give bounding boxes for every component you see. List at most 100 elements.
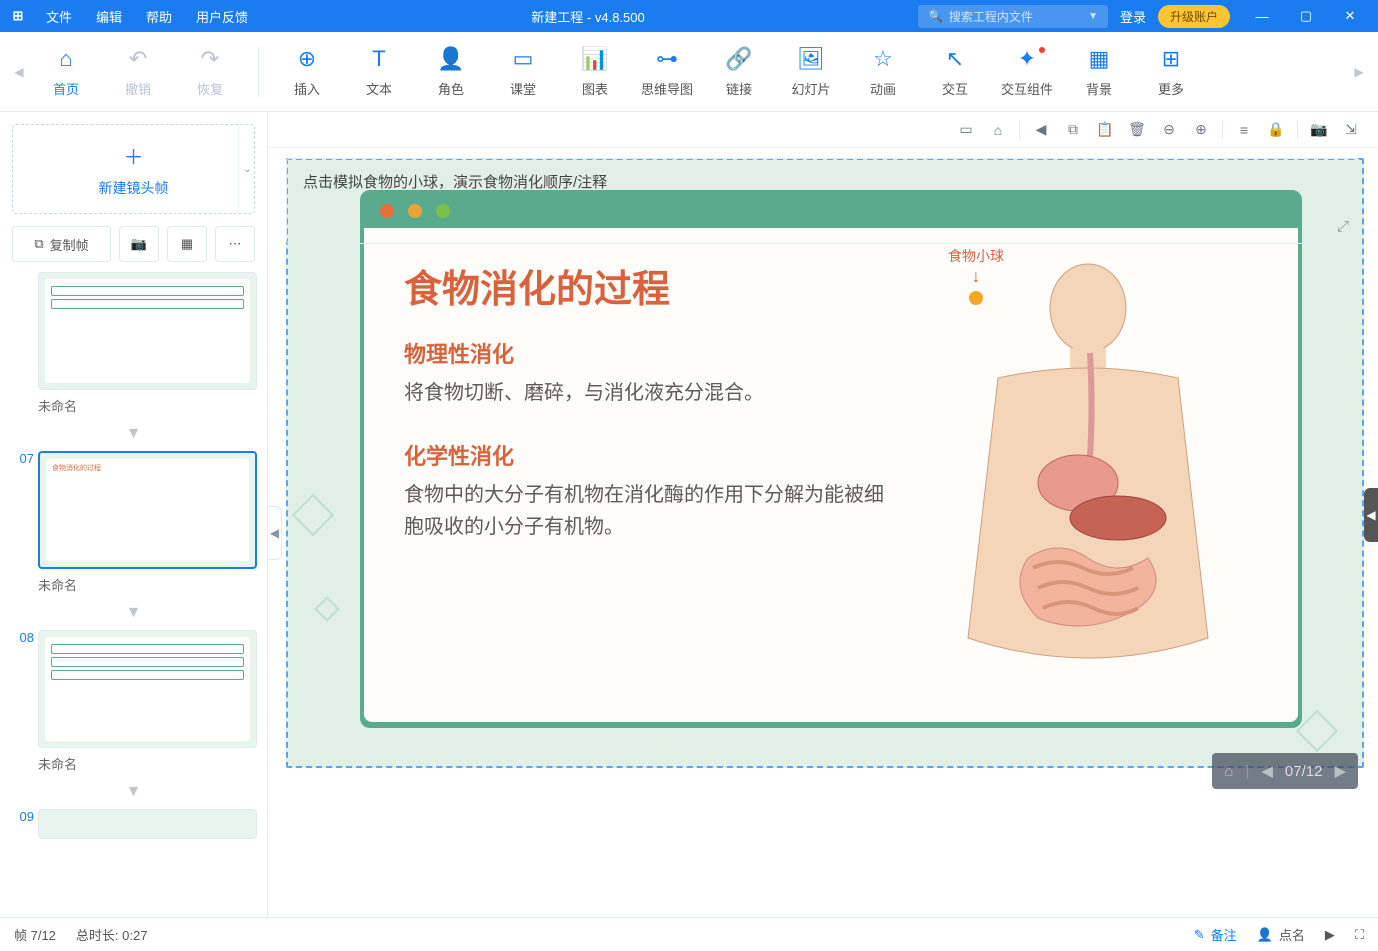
toolbar-scroll-left[interactable]: ◀ xyxy=(10,42,28,102)
frame-transition-icon[interactable]: ▼ xyxy=(10,604,257,622)
ct-delete-icon[interactable]: 🗑 xyxy=(1126,119,1148,141)
search-box[interactable]: 🔍 搜索工程内文件 ▼ xyxy=(918,5,1108,28)
menu-help[interactable]: 帮助 xyxy=(136,3,182,30)
food-ball-text: 食物小球 xyxy=(948,248,1004,264)
qr-button[interactable]: ▦ xyxy=(167,226,207,262)
notes-label: 备注 xyxy=(1211,925,1237,944)
prev-page-icon[interactable]: ◀ xyxy=(1261,762,1273,780)
tool-slide-label: 幻灯片 xyxy=(791,79,830,98)
ct-zoom-in-icon[interactable]: ⊕ xyxy=(1190,119,1212,141)
slide-heading-2: 化学性消化 xyxy=(404,439,894,471)
menu-file[interactable]: 文件 xyxy=(36,3,82,30)
ct-paste-icon[interactable]: 📋 xyxy=(1094,119,1116,141)
new-frame-dropdown[interactable]: ⌄ xyxy=(238,125,256,213)
chart-icon: 📊 xyxy=(581,45,609,73)
menu-edit[interactable]: 编辑 xyxy=(86,3,132,30)
tool-role[interactable]: 👤角色 xyxy=(419,45,483,98)
canvas-viewport[interactable]: ◀ ◀ 食物消化的过程 物 xyxy=(268,148,1378,917)
collapse-right-panel[interactable]: ◀ xyxy=(1364,488,1378,542)
menu-feedback[interactable]: 用户反馈 xyxy=(186,3,258,30)
minimize-button[interactable]: — xyxy=(1242,2,1282,30)
login-button[interactable]: 登录 xyxy=(1108,7,1158,26)
tool-component[interactable]: ✦交互组件 xyxy=(995,45,1059,98)
notification-dot-icon xyxy=(1039,47,1045,53)
thumbnail-item[interactable]: 08 未命名 xyxy=(10,630,257,773)
tool-class[interactable]: ▭课堂 xyxy=(491,45,555,98)
tool-bg-label: 背景 xyxy=(1086,79,1112,98)
expand-icon[interactable]: ⤢ xyxy=(1337,218,1349,235)
ct-camera-icon[interactable]: 📷 xyxy=(1308,119,1330,141)
maximize-button[interactable]: ▢ xyxy=(1286,2,1326,30)
tool-chart[interactable]: 📊图表 xyxy=(563,45,627,98)
tool-undo[interactable]: ↶ 撤销 xyxy=(106,45,170,98)
tool-bg[interactable]: ▦背景 xyxy=(1067,45,1131,98)
window-title: 新建工程 - v4.8.500 xyxy=(258,7,918,26)
tool-mindmap[interactable]: ⊶思维导图 xyxy=(635,45,699,98)
fullscreen-button[interactable]: ⛶ xyxy=(1355,927,1364,943)
frame-transition-icon[interactable]: ▼ xyxy=(10,783,257,801)
toolbar-scroll-right[interactable]: ▶ xyxy=(1350,42,1368,102)
ct-separator xyxy=(1019,121,1020,139)
ct-lock-icon[interactable]: 🔒 xyxy=(1265,119,1287,141)
notes-input[interactable]: 点击模拟食物的小球，演示食物消化顺序/注释 ⤢ xyxy=(286,158,1360,244)
slide-body-1: 将食物切断、磨碎，与消化液充分混合。 xyxy=(404,377,894,409)
ct-back-icon[interactable]: ◀ xyxy=(1030,119,1052,141)
collapse-left-panel[interactable]: ◀ xyxy=(268,506,282,560)
tool-home-label: 首页 xyxy=(53,79,79,98)
slide-text-column: 食物消化的过程 物理性消化 将食物切断、磨碎，与消化液充分混合。 化学性消化 食… xyxy=(404,258,894,692)
tool-redo[interactable]: ↷ 恢复 xyxy=(178,45,242,98)
frame-transition-icon[interactable]: ▼ xyxy=(10,425,257,443)
tool-interact[interactable]: ↖交互 xyxy=(923,45,987,98)
camera-button[interactable]: 📷 xyxy=(119,226,159,262)
thumbnail-item[interactable]: 09 xyxy=(10,809,257,839)
star-icon: ☆ xyxy=(869,45,897,73)
tool-slide[interactable]: 🖼 幻灯片 xyxy=(779,45,843,98)
tool-insert[interactable]: ⊕插入 xyxy=(275,45,339,98)
tool-anim-label: 动画 xyxy=(870,79,896,98)
tool-more-label: 更多 xyxy=(1158,79,1184,98)
toolbar-separator xyxy=(258,47,259,97)
undo-icon: ↶ xyxy=(124,45,152,73)
title-bar: ⊞ 文件 编辑 帮助 用户反馈 新建工程 - v4.8.500 🔍 搜索工程内文… xyxy=(0,0,1378,32)
thumbnail-item[interactable]: 07 食物消化的过程 未命名 xyxy=(10,451,257,594)
thumbnail-number: 09 xyxy=(8,809,34,824)
ct-home-icon[interactable]: ⌂ xyxy=(987,119,1009,141)
ct-btn-1[interactable]: ▭ xyxy=(955,119,977,141)
thumbnail-title: 未命名 xyxy=(38,396,257,415)
notes-button[interactable]: ✎备注 xyxy=(1194,925,1237,944)
copy-frame-button[interactable]: ⧉复制帧 xyxy=(12,226,111,262)
page-indicator: ⌂ | ◀ 07/12 ▶ xyxy=(1212,753,1358,789)
ct-export-icon[interactable]: ⇲ xyxy=(1340,119,1362,141)
upgrade-button[interactable]: 升级账户 xyxy=(1158,5,1230,28)
ct-copy-icon[interactable]: ⧉ xyxy=(1062,119,1084,141)
home-icon[interactable]: ⌂ xyxy=(1224,763,1233,780)
slide-frame[interactable]: 食物消化的过程 物理性消化 将食物切断、磨碎，与消化液充分混合。 化学性消化 食… xyxy=(286,158,1364,768)
roll-call-button[interactable]: 👤点名 xyxy=(1257,925,1305,944)
close-button[interactable]: ✕ xyxy=(1330,2,1370,30)
thumbnail-item[interactable]: 未命名 xyxy=(10,272,257,415)
ct-zoom-out-icon[interactable]: ⊖ xyxy=(1158,119,1180,141)
tool-role-label: 角色 xyxy=(438,79,464,98)
ct-separator xyxy=(1297,121,1298,139)
tool-text[interactable]: T文本 xyxy=(347,45,411,98)
food-ball-icon[interactable] xyxy=(969,291,983,305)
next-page-icon[interactable]: ▶ xyxy=(1334,762,1346,780)
frame-counter: 帧 7/12 xyxy=(14,925,56,944)
overflow-button[interactable]: ⋯ xyxy=(215,226,255,262)
image-icon: 🖼 xyxy=(797,45,825,73)
tool-link-label: 链接 xyxy=(726,79,752,98)
search-dropdown-icon[interactable]: ▼ xyxy=(1088,11,1098,22)
window-controls: — ▢ ✕ xyxy=(1242,2,1370,30)
ct-layer-icon[interactable]: ≡ xyxy=(1233,119,1255,141)
plus-circle-icon: ⊕ xyxy=(293,45,321,73)
new-frame-button[interactable]: ＋ 新建镜头帧 ⌄ xyxy=(12,124,255,214)
slide-heading-1: 物理性消化 xyxy=(404,337,894,369)
tool-link[interactable]: 🔗链接 xyxy=(707,45,771,98)
food-ball-label: 食物小球 ↓ xyxy=(948,246,1004,305)
present-button[interactable]: ▶ xyxy=(1325,927,1335,943)
thumbnail-preview xyxy=(38,809,257,839)
grid-icon: ⊞ xyxy=(1157,45,1185,73)
tool-more[interactable]: ⊞ 更多 xyxy=(1139,45,1203,98)
tool-anim[interactable]: ☆ 动画 xyxy=(851,45,915,98)
tool-home[interactable]: ⌂ 首页 xyxy=(34,45,98,98)
